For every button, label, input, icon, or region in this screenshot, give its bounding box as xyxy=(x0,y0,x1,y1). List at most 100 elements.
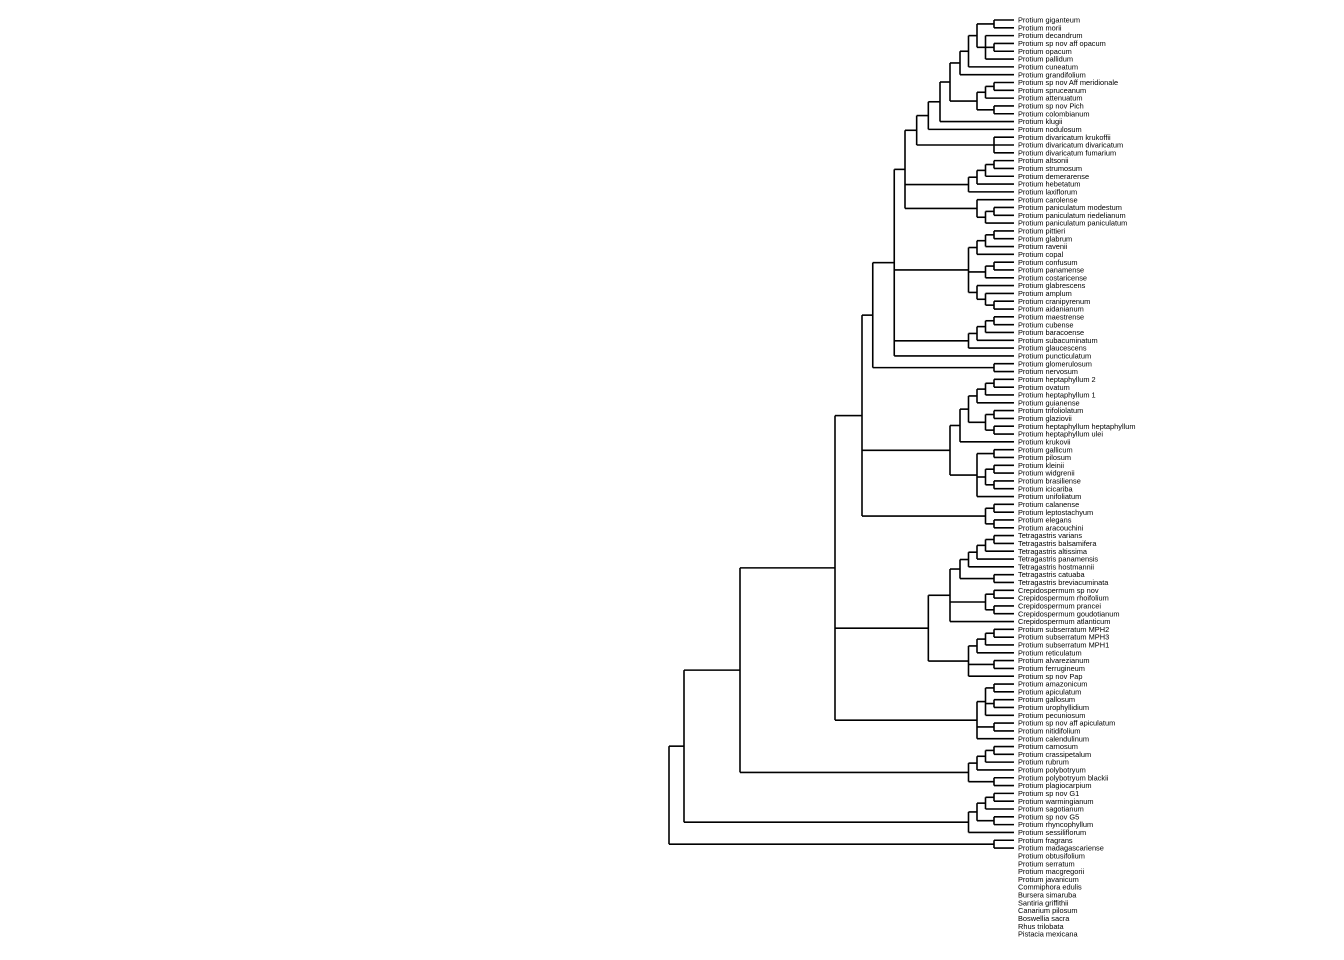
tip-label: Protium unifoliatum xyxy=(1018,492,1081,501)
tip-label: Rhus trilobata xyxy=(1018,922,1064,931)
tip-label: Protium sp nov G5 xyxy=(1018,812,1079,821)
tip-label: Protium guianense xyxy=(1018,398,1080,407)
tip-label: Protium subacuminatum xyxy=(1018,336,1098,345)
tip-label: Protium sp nov aff apiculatum xyxy=(1018,719,1115,728)
tip-label: Protium subserratum MPH3 xyxy=(1018,633,1109,642)
tip-label: Protium spruceanum xyxy=(1018,86,1086,95)
tip-label: Tetragastris balsamifera xyxy=(1018,539,1097,548)
tip-label: Protium glomerulosum xyxy=(1018,359,1092,368)
tip-label: Protium sp nov Pich xyxy=(1018,102,1084,111)
tip-label: Protium pallidum xyxy=(1018,55,1073,64)
tip-label: Protium obtusifolium xyxy=(1018,851,1085,860)
tip-label: Protium trifoliolatum xyxy=(1018,406,1083,415)
tip-label: Protium decandrum xyxy=(1018,31,1083,40)
tip-label: Protium glabrescens xyxy=(1018,281,1086,290)
tip-label: Pistacia mexicana xyxy=(1018,930,1078,939)
tip-label: Protium grandifolium xyxy=(1018,70,1086,79)
tip-label: Tetragastris breviacuminata xyxy=(1018,578,1109,587)
tip-label: Santiria griffithii xyxy=(1018,898,1069,907)
tip-label: Protium aidanianum xyxy=(1018,305,1084,314)
tip-label: Crepidospermum sp nov xyxy=(1018,586,1099,595)
tip-label: Protium heptaphyllum 1 xyxy=(1018,391,1096,400)
tip-label: Protium hebetatum xyxy=(1018,180,1080,189)
tip-label: Protium sagotianum xyxy=(1018,805,1084,814)
tip-label: Protium puncticulatum xyxy=(1018,352,1091,361)
tip-label: Protium pilosum xyxy=(1018,453,1071,462)
tip-label: Protium javanicum xyxy=(1018,875,1079,884)
tip-label: Protium cubense xyxy=(1018,320,1073,329)
tip-label: Commiphora edulis xyxy=(1018,883,1082,892)
tip-label: Protium crassipetalum xyxy=(1018,750,1091,759)
tip-label: Crepidospermum prancei xyxy=(1018,601,1101,610)
tip-label: Protium divaricatum fumarium xyxy=(1018,148,1116,157)
tip-label: Protium nervosum xyxy=(1018,367,1078,376)
tip-label: Protium carolense xyxy=(1018,195,1078,204)
tip-label: Protium pittieri xyxy=(1018,227,1066,236)
tip-label: Protium panamense xyxy=(1018,266,1084,275)
tip-label: Protium sp nov G1 xyxy=(1018,789,1079,798)
tip-label: Protium brasiliense xyxy=(1018,477,1081,486)
tip-label: Protium fragrans xyxy=(1018,836,1073,845)
tip-label: Protium strumosum xyxy=(1018,164,1082,173)
tip-label: Protium demerarense xyxy=(1018,172,1089,181)
tip-label: Protium leptostachyum xyxy=(1018,508,1093,517)
tip-label: Protium costaricense xyxy=(1018,273,1087,282)
tip-label: Protium attenuatum xyxy=(1018,94,1083,103)
tip-label: Protium laxiflorum xyxy=(1018,187,1077,196)
tip-label: Protium calendulinum xyxy=(1018,734,1089,743)
tip-label: Protium carnosum xyxy=(1018,742,1078,751)
tip-label: Protium pecuniosum xyxy=(1018,711,1085,720)
tip-label: Crepidospermum goudotianum xyxy=(1018,609,1119,618)
tip-label: Protium paniculatum paniculatum xyxy=(1018,219,1127,228)
tip-label: Protium nitidifolium xyxy=(1018,726,1080,735)
tip-label: Protium cuneatum xyxy=(1018,62,1078,71)
tip-label: Protium reticulatum xyxy=(1018,648,1082,657)
tip-label: Protium morii xyxy=(1018,23,1062,32)
tip-label: Protium sessiliflorum xyxy=(1018,828,1086,837)
tip-label: Protium glaziovii xyxy=(1018,414,1072,423)
tip-label: Protium divaricatum krukoffii xyxy=(1018,133,1111,142)
tip-label: Protium sp nov Aff meridionale xyxy=(1018,78,1118,87)
tip-label: Protium alvarezianum xyxy=(1018,656,1089,665)
tip-label: Protium polybotryum blackii xyxy=(1018,773,1109,782)
tip-label: Protium copal xyxy=(1018,250,1064,259)
tip-label: Protium icicariba xyxy=(1018,484,1074,493)
tip-label: Protium glabrum xyxy=(1018,234,1072,243)
tip-label: Protium sp nov Pap xyxy=(1018,672,1083,681)
tip-label: Protium polybotryum xyxy=(1018,766,1086,775)
tip-label: Protium gallicum xyxy=(1018,445,1073,454)
tip-label: Protium aracouchini xyxy=(1018,523,1084,532)
tip-label: Protium sp nov aff opacum xyxy=(1018,39,1106,48)
tip-label: Tetragastris hostmannii xyxy=(1018,562,1094,571)
tip-label: Protium plagiocarpium xyxy=(1018,781,1092,790)
tip-label: Protium divaricatum divaricatum xyxy=(1018,141,1123,150)
tip-label: Protium baracoense xyxy=(1018,328,1084,337)
tip-label: Protium madagascariense xyxy=(1018,844,1104,853)
tip-label: Protium krukovii xyxy=(1018,437,1071,446)
tip-label: Protium giganteum xyxy=(1018,16,1080,25)
tip-label: Protium warmingianum xyxy=(1018,797,1094,806)
tip-label: Protium altsonii xyxy=(1018,156,1069,165)
tip-label: Protium colombianum xyxy=(1018,109,1089,118)
tip-label: Bursera simaruba xyxy=(1018,891,1077,900)
tip-label: Protium nodulosum xyxy=(1018,125,1082,134)
tip-label: Tetragastris panamensis xyxy=(1018,555,1098,564)
tip-label: Protium heptaphyllum 2 xyxy=(1018,375,1096,384)
tip-label: Protium heptaphyllum ulei xyxy=(1018,430,1103,439)
tip-label: Protium elegans xyxy=(1018,516,1072,525)
tip-label: Crepidospermum rhoifolium xyxy=(1018,594,1109,603)
tip-label: Protium widgrenii xyxy=(1018,469,1075,478)
tip-label: Tetragastris catuaba xyxy=(1018,570,1085,579)
tip-label: Protium cranipyrenum xyxy=(1018,297,1090,306)
tip-label: Crepidospermum atlanticum xyxy=(1018,617,1110,626)
tip-label: Protium heptaphyllum heptaphyllum xyxy=(1018,422,1136,431)
tip-label: Protium subserratum MPH1 xyxy=(1018,641,1109,650)
tip-label: Tetragastris altissima xyxy=(1018,547,1088,556)
tip-label: Protium klugii xyxy=(1018,117,1063,126)
tip-label: Protium glaucescens xyxy=(1018,344,1087,353)
tip-label: Protium macgregorii xyxy=(1018,867,1084,876)
tip-label: Canarium pilosum xyxy=(1018,906,1078,915)
tip-label: Protium subserratum MPH2 xyxy=(1018,625,1109,634)
tip-label: Protium paniculatum modestum xyxy=(1018,203,1122,212)
